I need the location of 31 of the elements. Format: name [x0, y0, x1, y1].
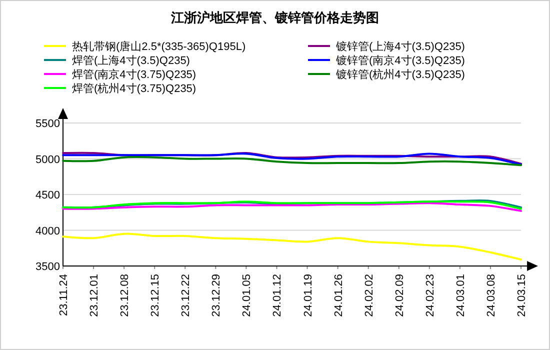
x-tick-label: 24.01.19	[302, 274, 314, 317]
legend-label: 焊管(南京4寸(3.75)Q235)	[72, 68, 196, 81]
x-tick-label: 24.03.08	[485, 274, 498, 317]
x-tick-label: 24.03.01	[454, 274, 467, 317]
x-tick-label: 23.12.29	[210, 274, 223, 317]
x-tick-label: 23.12.01	[88, 274, 101, 317]
x-tick-label: 24.01.12	[272, 274, 284, 317]
chart-title: 江浙沪地区焊管、镀锌管价格走势图	[170, 10, 379, 25]
x-tick-label: 24.01.26	[332, 274, 345, 317]
y-tick-label: 4000	[36, 225, 60, 238]
x-tick-label: 23.12.08	[119, 274, 132, 317]
y-tick-label: 4500	[36, 190, 60, 202]
y-tick-label: 5000	[36, 154, 60, 166]
x-tick-label: 24.02.02	[363, 274, 376, 317]
legend-label: 镀锌管(上海4寸(3.5)Q235)	[335, 40, 465, 53]
legend-label: 热轧带钢(唐山2.5*(335-365)Q195L)	[72, 40, 246, 53]
legend-label: 镀锌管(杭州4寸(3.5)Q235)	[335, 68, 465, 81]
line-series	[62, 232, 522, 261]
x-tick-label: 24.02.09	[394, 274, 406, 317]
y-tick-label: 5500	[36, 118, 60, 130]
x-tick-label: 23.12.22	[180, 274, 192, 317]
legend-label: 焊管(杭州4寸(3.75)Q235)	[72, 82, 196, 95]
x-tick-label: 24.02.23	[424, 274, 436, 317]
y-tick-label: 3500	[36, 261, 60, 273]
legend-label: 镀锌管(南京4寸(3.5)Q235)	[335, 54, 465, 67]
x-tick-label: 24.03.15	[516, 274, 528, 317]
line-series	[62, 156, 522, 166]
legend-label: 焊管(上海4寸(3.5)Q235)	[72, 54, 190, 67]
x-tick-label: 23.12.15	[150, 274, 162, 317]
x-tick-label: 24.01.05	[241, 274, 254, 317]
x-tick-label: 23.11.24	[58, 274, 70, 316]
